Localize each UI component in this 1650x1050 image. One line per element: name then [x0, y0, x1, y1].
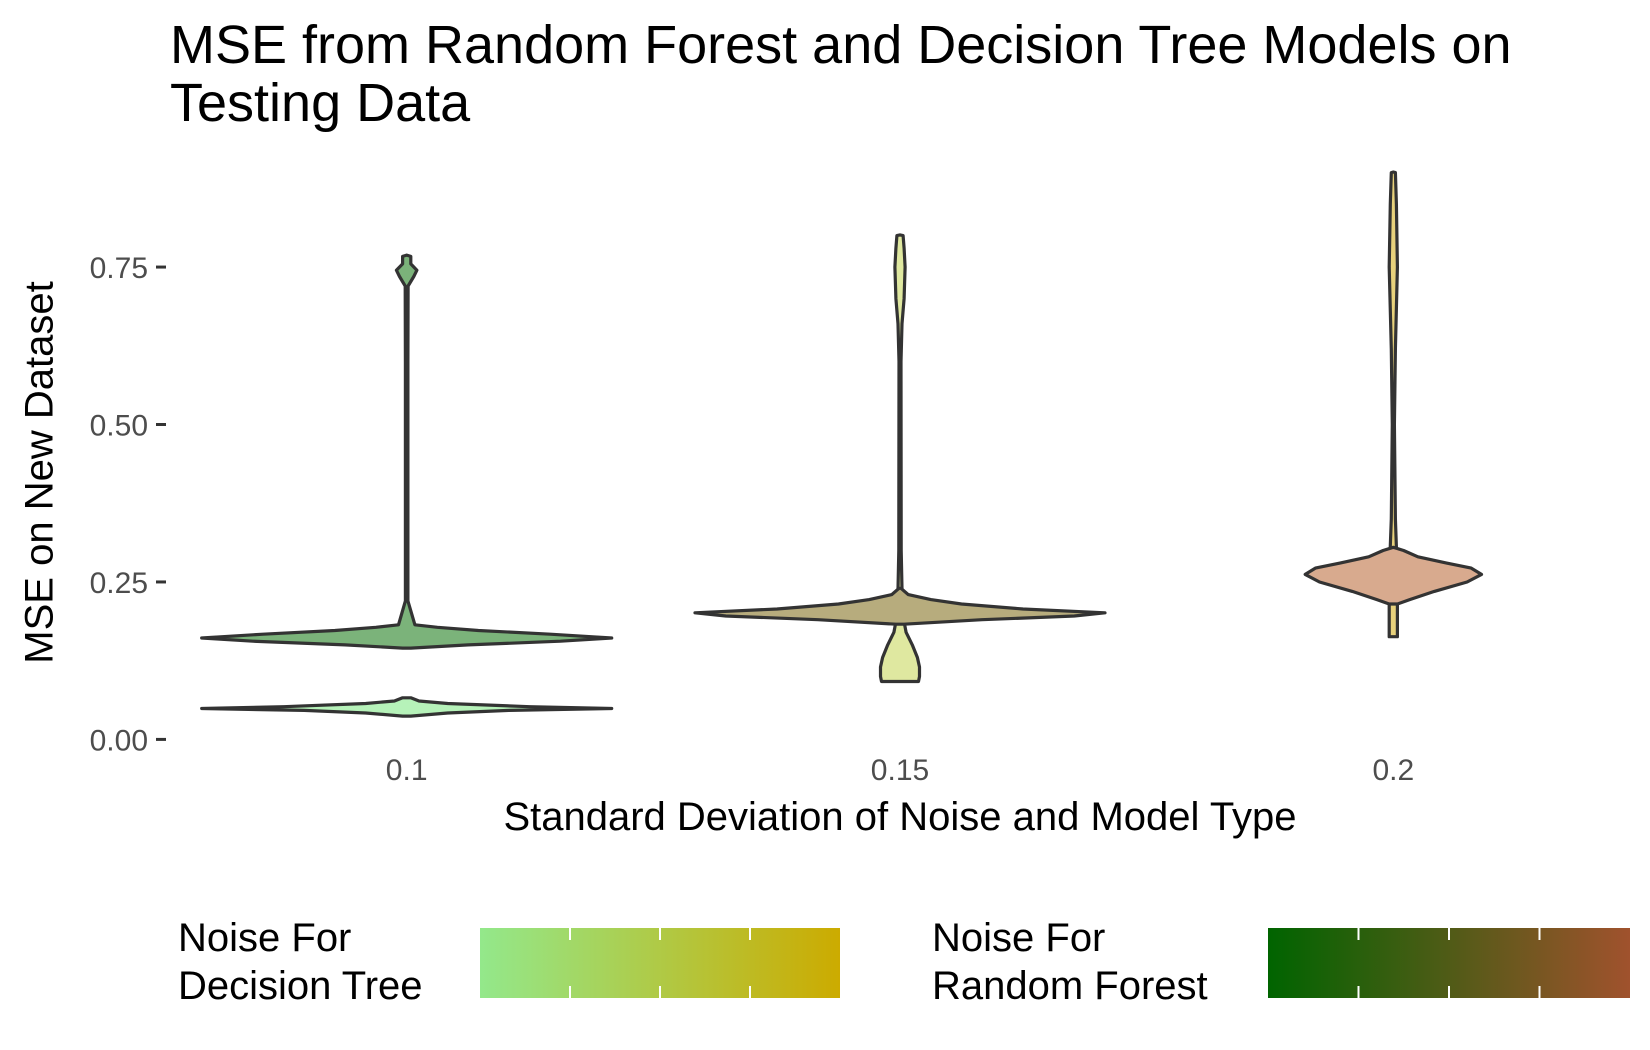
violin-decision-tree-0.1: [200, 696, 614, 718]
legend: [480, 928, 1630, 998]
x-tick-label: 0.2: [1372, 754, 1414, 787]
x-axis: 0.1 0.15 0.2: [386, 754, 1414, 787]
legend-title-decision-tree: Noise For Decision Tree: [178, 916, 423, 1008]
x-axis-label: Standard Deviation of Noise and Model Ty…: [503, 795, 1297, 839]
violins: [200, 170, 1484, 718]
x-tick-label: 0.15: [871, 754, 929, 787]
y-tick-label: 0.75: [90, 252, 148, 285]
y-tick-label: 0.25: [90, 567, 148, 600]
y-axis-label: MSE on New Dataset: [17, 281, 62, 664]
violin-random-forest-0.1: [200, 253, 614, 650]
y-tick-label: 0.00: [90, 724, 148, 757]
violin-random-forest-0.2: [1303, 545, 1484, 606]
x-tick-label: 0.1: [386, 754, 428, 787]
violin-random-forest-0.15: [693, 586, 1107, 626]
y-tick-label: 0.50: [90, 410, 148, 443]
violin-decision-tree-0.15: [878, 233, 922, 684]
chart-title: MSE from Random Forest and Decision Tree…: [170, 15, 1512, 133]
y-axis: 0.00 0.25 0.50 0.75: [90, 252, 166, 757]
legend-title-random-forest: Noise For Random Forest: [932, 916, 1208, 1008]
